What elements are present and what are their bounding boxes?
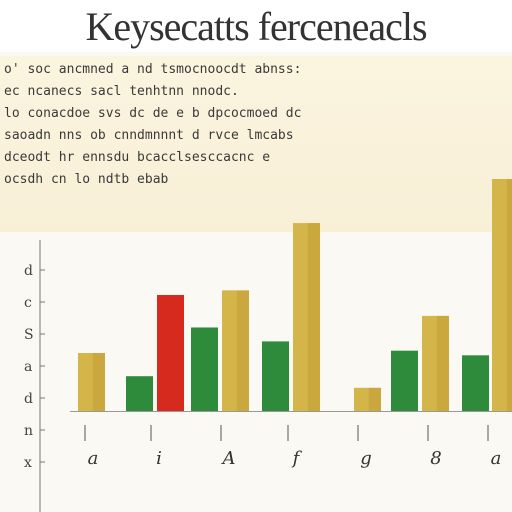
bar-shade (436, 315, 449, 411)
text-line-4: saoadn nns ob cnndmnnnt d rvce lmcabs (4, 128, 294, 143)
bar (391, 350, 418, 411)
y-tick-label: c (24, 295, 32, 311)
bar (262, 341, 289, 411)
chart-title: Keysecatts ferceneacls (0, 0, 512, 52)
x-tick-label: f (291, 448, 303, 469)
bar (462, 355, 489, 411)
x-tick-label: 8 (430, 448, 441, 469)
bar-shade (236, 290, 249, 411)
y-tick-label: d (24, 263, 33, 279)
bar-shade (307, 223, 320, 411)
bar-shade (368, 387, 381, 411)
x-tick-label: i (156, 448, 162, 469)
x-tick-label: A (221, 448, 236, 469)
text-line-5: dceodt hr ennsdu bcacclsesccacnc e (4, 150, 271, 165)
text-panel: o' soc ancmned a nd tsmocnoocdt abnss: e… (0, 56, 512, 232)
bar (222, 290, 249, 411)
text-line-6: ocsdh cn lo ndtb ebab (4, 172, 169, 187)
bar (492, 179, 512, 411)
bar (78, 353, 105, 411)
bar (157, 295, 184, 411)
x-tick-label: g (360, 448, 372, 469)
bar (126, 376, 153, 411)
bar (191, 327, 218, 411)
y-tick-label: S (24, 327, 34, 343)
bar-shade (506, 179, 512, 411)
bar (354, 387, 381, 411)
text-line-1: o' soc ancmned a nd tsmocnoocdt abnss: (4, 62, 302, 77)
text-line-3: lo conacdoe svs dc de e b dpcocmoed dc (4, 106, 302, 121)
x-tick-label: a (491, 448, 502, 469)
y-tick-label: a (24, 359, 32, 375)
bar (293, 223, 320, 411)
text-line-2: ec ncanecs sacl tenhtnn nnodc. (4, 84, 239, 99)
bar (422, 315, 449, 411)
x-tick-label: a (88, 448, 99, 469)
y-tick-label: x (24, 455, 32, 471)
bar-shade (92, 353, 105, 411)
y-tick-label: d (24, 391, 33, 407)
y-tick-label: n (24, 423, 33, 439)
